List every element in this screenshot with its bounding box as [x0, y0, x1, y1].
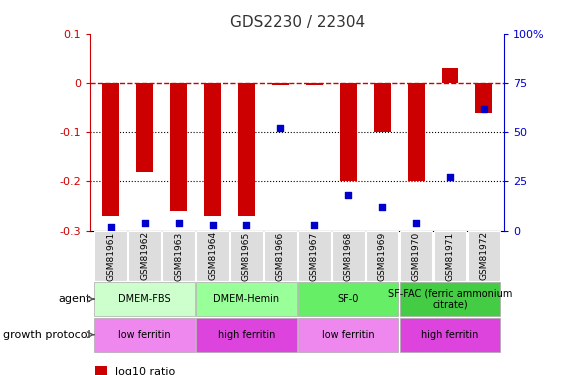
Point [479, 106, 489, 112]
Bar [400, 231, 433, 281]
Text: high ferritin: high ferritin [422, 330, 479, 340]
Bar [136, 83, 153, 172]
Point [208, 222, 217, 228]
Bar [196, 318, 297, 352]
Text: low ferritin: low ferritin [322, 330, 374, 340]
Bar [468, 231, 500, 281]
Bar [408, 83, 424, 182]
Bar [170, 83, 187, 211]
Bar [94, 282, 195, 316]
Text: log10 ratio: log10 ratio [115, 368, 175, 375]
Bar [332, 231, 364, 281]
Point [412, 220, 421, 226]
Text: high ferritin: high ferritin [217, 330, 275, 340]
Bar [298, 318, 398, 352]
Text: GSM81964: GSM81964 [208, 231, 217, 280]
Point [174, 220, 183, 226]
Point [377, 204, 387, 210]
Point [140, 220, 149, 226]
Text: agent: agent [58, 294, 91, 304]
Bar [94, 366, 107, 375]
Bar [374, 83, 391, 132]
Bar [128, 231, 161, 281]
Title: GDS2230 / 22304: GDS2230 / 22304 [230, 15, 365, 30]
Text: DMEM-FBS: DMEM-FBS [118, 294, 171, 304]
Bar [306, 83, 323, 86]
Point [106, 224, 115, 230]
Bar [272, 83, 289, 86]
Point [242, 222, 251, 228]
Text: GSM81971: GSM81971 [445, 231, 455, 280]
Bar [441, 68, 458, 83]
Point [445, 174, 455, 180]
Bar [94, 318, 195, 352]
Text: GSM81967: GSM81967 [310, 231, 319, 280]
Text: GSM81965: GSM81965 [242, 231, 251, 280]
Text: GSM81969: GSM81969 [378, 231, 387, 280]
Text: growth protocol: growth protocol [3, 330, 91, 340]
Text: DMEM-Hemin: DMEM-Hemin [213, 294, 279, 304]
Bar [340, 83, 357, 182]
Bar [162, 231, 195, 281]
Bar [400, 282, 500, 316]
Point [310, 222, 319, 228]
Bar [298, 282, 398, 316]
Text: GSM81972: GSM81972 [479, 231, 489, 280]
Bar [264, 231, 297, 281]
Bar [102, 83, 119, 216]
Text: GSM81966: GSM81966 [276, 231, 285, 280]
Bar [434, 231, 466, 281]
Text: GSM81963: GSM81963 [174, 231, 183, 280]
Bar [298, 231, 331, 281]
Point [343, 192, 353, 198]
Bar [230, 231, 263, 281]
Bar [366, 231, 398, 281]
Bar [400, 318, 500, 352]
Text: SF-0: SF-0 [338, 294, 359, 304]
Bar [196, 282, 297, 316]
Text: GSM81961: GSM81961 [106, 231, 115, 280]
Bar [238, 83, 255, 216]
Text: low ferritin: low ferritin [118, 330, 171, 340]
Text: SF-FAC (ferric ammonium
citrate): SF-FAC (ferric ammonium citrate) [388, 288, 512, 310]
Text: GSM81968: GSM81968 [344, 231, 353, 280]
Point [276, 125, 285, 131]
Text: GSM81970: GSM81970 [412, 231, 420, 280]
Bar [476, 83, 493, 112]
Text: GSM81962: GSM81962 [140, 231, 149, 280]
Bar [196, 231, 229, 281]
Bar [204, 83, 221, 216]
Bar [94, 231, 127, 281]
